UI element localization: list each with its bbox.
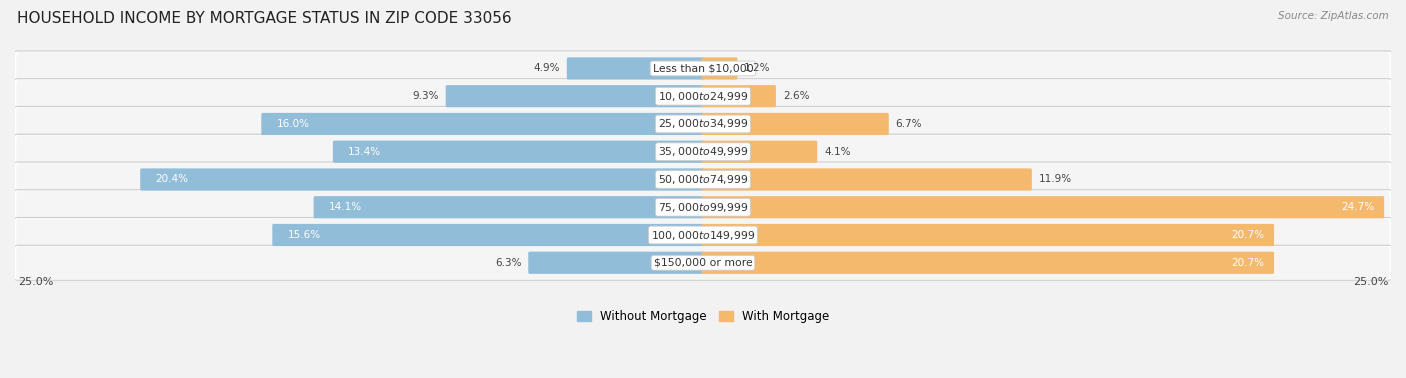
FancyBboxPatch shape (262, 113, 704, 135)
FancyBboxPatch shape (17, 108, 1389, 140)
Text: 14.1%: 14.1% (329, 202, 361, 212)
Text: Source: ZipAtlas.com: Source: ZipAtlas.com (1278, 11, 1389, 21)
FancyBboxPatch shape (13, 134, 1393, 169)
FancyBboxPatch shape (13, 162, 1393, 197)
Text: $25,000 to $34,999: $25,000 to $34,999 (658, 118, 748, 130)
Text: 20.7%: 20.7% (1232, 230, 1264, 240)
Text: $35,000 to $49,999: $35,000 to $49,999 (658, 145, 748, 158)
Text: $150,000 or more: $150,000 or more (654, 258, 752, 268)
Text: 20.4%: 20.4% (155, 175, 188, 184)
FancyBboxPatch shape (702, 85, 776, 107)
FancyBboxPatch shape (17, 246, 1389, 279)
Text: 2.6%: 2.6% (783, 91, 810, 101)
FancyBboxPatch shape (13, 51, 1393, 86)
Text: 20.7%: 20.7% (1232, 258, 1264, 268)
Text: $100,000 to $149,999: $100,000 to $149,999 (651, 228, 755, 242)
FancyBboxPatch shape (702, 113, 889, 135)
FancyBboxPatch shape (702, 196, 1384, 218)
FancyBboxPatch shape (273, 224, 704, 246)
FancyBboxPatch shape (17, 163, 1389, 196)
FancyBboxPatch shape (567, 57, 704, 79)
Text: $75,000 to $99,999: $75,000 to $99,999 (658, 201, 748, 214)
Text: 4.1%: 4.1% (824, 147, 851, 157)
Text: 1.2%: 1.2% (744, 64, 770, 73)
FancyBboxPatch shape (17, 218, 1389, 251)
FancyBboxPatch shape (333, 141, 704, 163)
Text: 6.3%: 6.3% (495, 258, 522, 268)
Text: 11.9%: 11.9% (1039, 175, 1071, 184)
FancyBboxPatch shape (702, 168, 1032, 191)
Text: $50,000 to $74,999: $50,000 to $74,999 (658, 173, 748, 186)
FancyBboxPatch shape (446, 85, 704, 107)
Text: 25.0%: 25.0% (1353, 277, 1388, 287)
Text: 25.0%: 25.0% (18, 277, 53, 287)
FancyBboxPatch shape (702, 252, 1274, 274)
FancyBboxPatch shape (314, 196, 704, 218)
FancyBboxPatch shape (17, 52, 1389, 85)
Text: 13.4%: 13.4% (349, 147, 381, 157)
FancyBboxPatch shape (17, 80, 1389, 113)
Text: 15.6%: 15.6% (287, 230, 321, 240)
FancyBboxPatch shape (17, 135, 1389, 168)
FancyBboxPatch shape (17, 191, 1389, 224)
FancyBboxPatch shape (13, 245, 1393, 280)
FancyBboxPatch shape (13, 217, 1393, 253)
FancyBboxPatch shape (702, 141, 817, 163)
FancyBboxPatch shape (13, 79, 1393, 114)
Text: 4.9%: 4.9% (533, 64, 560, 73)
Text: HOUSEHOLD INCOME BY MORTGAGE STATUS IN ZIP CODE 33056: HOUSEHOLD INCOME BY MORTGAGE STATUS IN Z… (17, 11, 512, 26)
FancyBboxPatch shape (141, 168, 704, 191)
Text: 24.7%: 24.7% (1341, 202, 1375, 212)
FancyBboxPatch shape (702, 57, 737, 79)
Text: 9.3%: 9.3% (412, 91, 439, 101)
Text: 16.0%: 16.0% (277, 119, 309, 129)
Text: 6.7%: 6.7% (896, 119, 922, 129)
FancyBboxPatch shape (13, 107, 1393, 141)
FancyBboxPatch shape (13, 190, 1393, 225)
FancyBboxPatch shape (529, 252, 704, 274)
Legend: Without Mortgage, With Mortgage: Without Mortgage, With Mortgage (572, 305, 834, 328)
Text: Less than $10,000: Less than $10,000 (652, 64, 754, 73)
FancyBboxPatch shape (702, 224, 1274, 246)
Text: $10,000 to $24,999: $10,000 to $24,999 (658, 90, 748, 103)
